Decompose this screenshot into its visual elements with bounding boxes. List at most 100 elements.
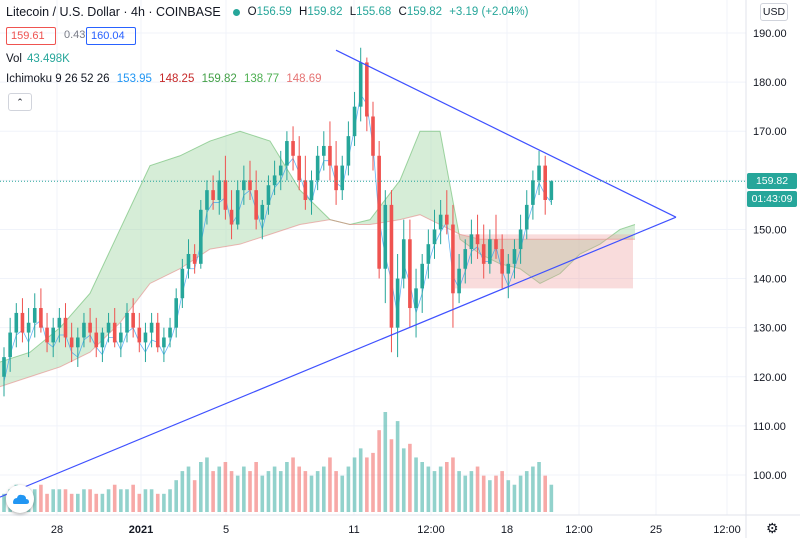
candle-body (278, 165, 283, 176)
volume-bar (131, 484, 135, 512)
candle-body (223, 180, 228, 210)
volume-bar (395, 421, 400, 512)
candlesticks (2, 47, 554, 397)
volume-bar (100, 493, 105, 512)
volume-bar (426, 466, 431, 512)
candle-body (340, 165, 345, 191)
last-price-label: 159.82 (747, 173, 797, 190)
candle-body (506, 263, 511, 274)
volume-bar (445, 462, 449, 512)
candle-body (322, 145, 326, 156)
volume-bar (303, 471, 308, 512)
cloud-icon (13, 494, 29, 504)
volume-bar (217, 466, 222, 512)
volume-bar (297, 466, 301, 512)
volume-bar (88, 489, 92, 512)
time-tick-label: 28 (51, 524, 63, 536)
ichimoku-legend[interactable]: Ichimoku 9 26 52 26 153.95 148.25 159.82… (6, 73, 326, 85)
currency-button[interactable]: USD (760, 3, 788, 21)
sell-price-button[interactable]: 159.61 (6, 27, 56, 45)
volume-bar (57, 489, 62, 512)
market-status-icon (232, 8, 240, 16)
cloud-fill (0, 131, 635, 387)
volume-bar (106, 489, 111, 512)
volume-bar (162, 493, 166, 512)
time-tick-label: 12:00 (417, 524, 445, 536)
volume-legend[interactable]: Vol 43.498K (6, 53, 70, 65)
volume-bar (2, 493, 6, 512)
candle-body (119, 332, 123, 343)
ichimoku-lead2-value: 148.69 (286, 73, 322, 85)
candle-body (371, 116, 375, 156)
buy-price-button[interactable]: 160.04 (86, 27, 136, 45)
candle-body (131, 312, 135, 328)
volume-bar (125, 489, 129, 512)
volume-bar (506, 480, 511, 512)
candle-body (242, 180, 246, 191)
candle-body (297, 155, 301, 181)
candle-body (155, 322, 160, 348)
volume-label: Vol (6, 53, 22, 65)
volume-bar (457, 471, 461, 512)
candle-body (488, 239, 492, 264)
volume-bar (524, 471, 529, 512)
volume-bar (371, 452, 375, 512)
candle-body (401, 239, 406, 279)
time-tick-label: 11 (348, 524, 359, 536)
candle-body (285, 141, 289, 166)
candle-body (235, 190, 240, 225)
tradingview-logo-icon[interactable] (6, 485, 34, 513)
cloud-bear-fill (455, 234, 633, 289)
volume-bar (537, 462, 541, 512)
volume-bar (488, 480, 492, 512)
candle-body (426, 244, 431, 264)
candle-body (537, 165, 541, 181)
collapse-legend-button[interactable]: ⌃ (8, 93, 32, 111)
candle-body (463, 249, 468, 269)
candle-body (272, 175, 277, 186)
time-axis: 28 2021 5 11 12:00 18 12:00 25 12:00 (51, 524, 741, 536)
candle-body (408, 239, 412, 309)
candle-body (531, 180, 535, 205)
candle-body (168, 327, 172, 338)
candle-body (500, 249, 504, 274)
volume-bar (149, 489, 154, 512)
ichimoku-base-value: 148.25 (159, 73, 195, 85)
volume-bar (322, 466, 326, 512)
price-tick-label: 110.00 (753, 421, 786, 433)
volume-bar (211, 471, 215, 512)
candle-body (76, 337, 80, 348)
volume-bar (137, 493, 142, 512)
volume-bar (63, 489, 68, 512)
volume-bar (291, 457, 295, 512)
settings-gear-icon[interactable]: ⚙ (766, 520, 779, 536)
upper-trendline (335, 49, 677, 218)
volume-bar (352, 457, 357, 512)
volume-bar (119, 489, 123, 512)
candle-body (266, 185, 271, 205)
volume-bar (512, 484, 517, 512)
candle-body (82, 322, 86, 338)
candle-body (112, 322, 117, 343)
volume-bar (469, 471, 474, 512)
volume-bar (143, 489, 148, 512)
candle-body (549, 181, 554, 200)
symbol-title[interactable]: Litecoin / U.S. Dollar · 4h · COINBASE (6, 5, 221, 19)
chevron-up-icon: ⌃ (16, 96, 24, 107)
volume-bar (389, 439, 394, 512)
candle-body (524, 204, 529, 230)
candle-body (352, 106, 357, 137)
price-tick-label: 130.00 (753, 323, 787, 335)
volume-bar (112, 484, 117, 512)
candle-body (389, 204, 394, 328)
candle-body (445, 214, 449, 225)
volume-bar (155, 493, 160, 512)
candle-body (475, 234, 480, 245)
ichimoku-lagging-value: 159.82 (201, 73, 237, 85)
candle-body (309, 180, 314, 200)
time-tick-label: 5 (223, 524, 229, 536)
candle-body (162, 337, 166, 348)
price-tick-label: 150.00 (753, 224, 787, 236)
volume-bar (346, 466, 351, 512)
